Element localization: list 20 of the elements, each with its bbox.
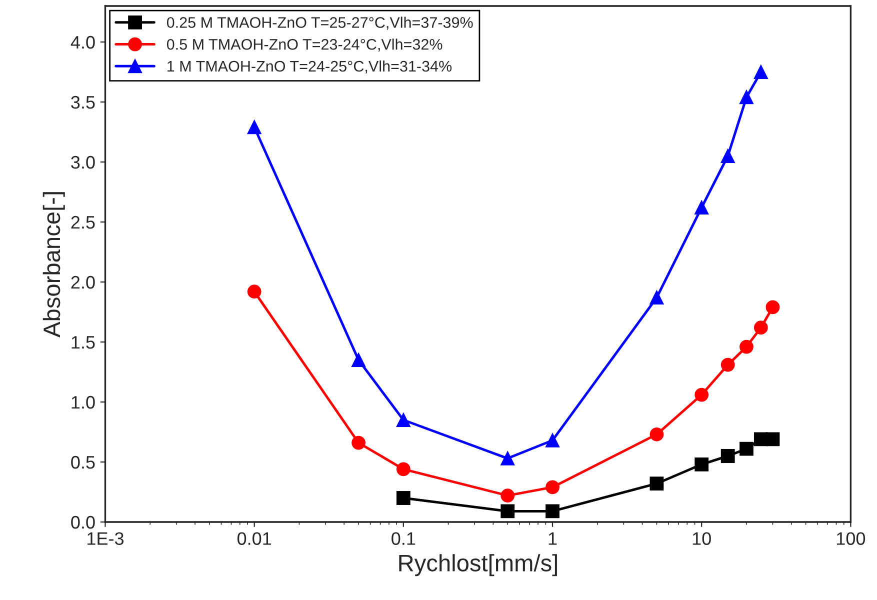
x-tick-label: 100 <box>837 532 866 545</box>
legend-label: 1 M TMAOH-ZnO T=24-25°C,Vlh=31-34% <box>168 60 452 74</box>
legend-label: 0.25 M TMAOH-ZnO T=25-27°C,Vlh=37-39% <box>166 16 473 30</box>
x-tick-label: 0.01 <box>237 532 272 545</box>
x-tick-label: 1 <box>548 532 557 545</box>
x-tick-label: 1E-3 <box>88 532 124 545</box>
legend-label: 0.5 M TMAOH-ZnO T=23-24°C,Vlh=32% <box>166 38 442 52</box>
x-axis-title: Rychlost[mm/s] <box>399 554 557 576</box>
y-tick-label: 3.5 <box>71 96 95 109</box>
y-tick-label: 1.0 <box>72 396 95 409</box>
y-axis-title: Absorbance[-] <box>42 192 65 338</box>
x-tick-label: 0.1 <box>392 532 416 545</box>
x-tick-label: 10 <box>692 532 711 545</box>
y-tick-label: 0.5 <box>71 456 95 469</box>
y-tick-label: 2.0 <box>71 276 95 289</box>
y-tick-label: 1.5 <box>72 336 95 349</box>
y-tick-label: 4.0 <box>70 36 95 49</box>
y-tick-label: 2.5 <box>71 216 95 229</box>
y-tick-label: 3.0 <box>71 156 95 169</box>
y-tick-label: 0.0 <box>71 516 95 529</box>
